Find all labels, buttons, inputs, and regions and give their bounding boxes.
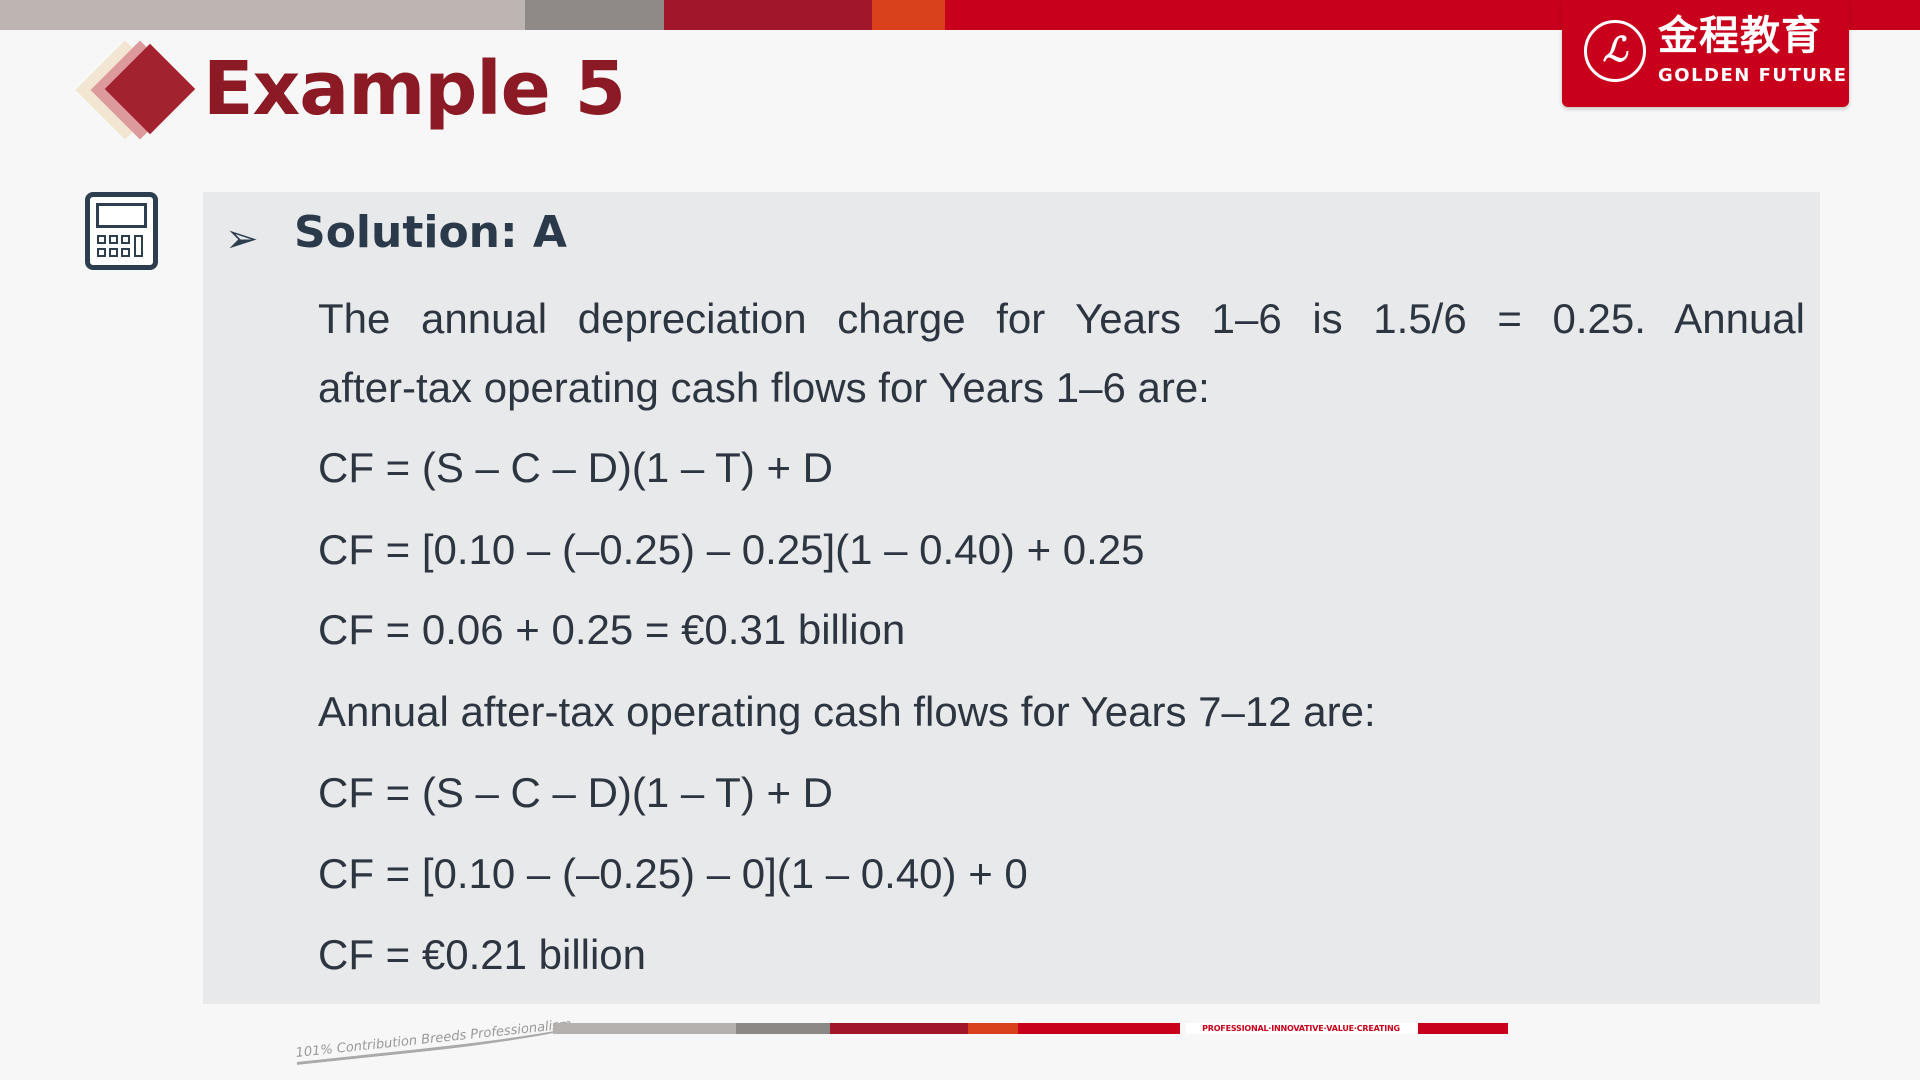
seal-icon: ℒ <box>1584 20 1646 82</box>
arrow-bullet-icon: ➢ <box>225 217 259 261</box>
formula-line: CF = [0.10 – (–0.25) – 0](1 – 0.40) + 0 <box>318 850 1028 897</box>
solution-line: The annual depreciation charge for Years… <box>318 295 1805 342</box>
logo-chinese-text: 金程教育 <box>1658 13 1822 59</box>
calculator-icon <box>85 192 158 270</box>
solution-panel <box>203 192 1820 1004</box>
page-title: Example 5 <box>203 46 626 132</box>
logo-english-text: GOLDEN FUTURE <box>1658 65 1848 86</box>
formula-line: CF = (S – C – D)(1 – T) + D <box>318 769 834 816</box>
solution-heading: Solution: A <box>294 207 567 258</box>
golden-future-logo: ℒ 金程教育 GOLDEN FUTURE <box>1562 0 1849 107</box>
formula-line: CF = [0.10 – (–0.25) – 0.25](1 – 0.40) +… <box>318 526 1145 573</box>
footer-color-bar <box>553 1023 1508 1034</box>
solution-line: Annual after-tax operating cash flows fo… <box>318 688 1376 735</box>
formula-line: CF = (S – C – D)(1 – T) + D <box>318 444 834 491</box>
formula-line: CF = 0.06 + 0.25 = €0.31 billion <box>318 606 906 653</box>
footer-slogan: 101% Contribution Breeds Professionalism <box>295 1016 583 1065</box>
solution-line: after-tax operating cash flows for Years… <box>318 364 1210 411</box>
footer-motto: PROFESSIONAL·INNOVATIVE·VALUE·CREATING <box>1186 1023 1416 1034</box>
formula-line: CF = €0.21 billion <box>318 931 647 978</box>
